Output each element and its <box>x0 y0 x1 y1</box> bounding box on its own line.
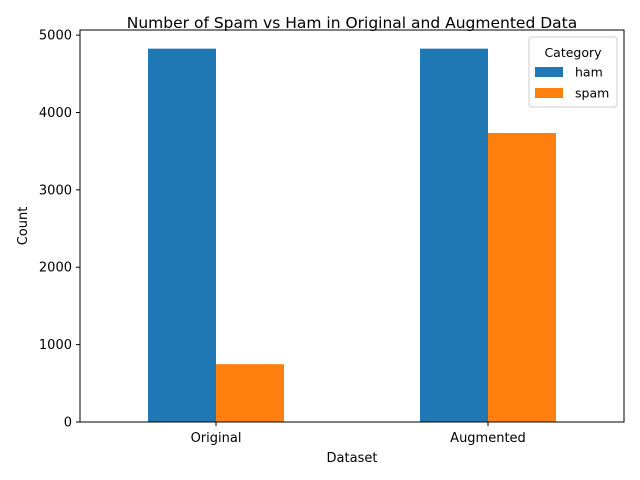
y-tick-label: 2000 <box>39 261 72 276</box>
y-tick-label: 1000 <box>39 338 72 353</box>
bar-spam-augmented <box>488 132 556 423</box>
x-axis: Original Augmented <box>191 422 526 446</box>
legend-swatch-ham <box>535 67 563 77</box>
legend-title: Category <box>544 45 602 60</box>
bar-spam-original <box>216 364 284 422</box>
y-tick-label: 4000 <box>39 106 72 121</box>
y-tick-label: 3000 <box>39 183 72 198</box>
legend: Category ham spam <box>528 36 618 108</box>
bar-ham-original <box>148 48 216 422</box>
y-axis: 0 1000 2000 3000 4000 5000 <box>39 29 80 431</box>
y-tick-label: 5000 <box>39 29 72 44</box>
y-axis-label: Count <box>16 207 31 246</box>
legend-label-ham: ham <box>575 65 603 80</box>
plot-frame <box>79 29 625 423</box>
bar-ham-augmented <box>420 48 488 422</box>
x-axis-label: Dataset <box>327 451 378 466</box>
x-tick-label: Augmented <box>450 431 526 446</box>
bars-group <box>148 48 556 423</box>
chart-title: Number of Spam vs Ham in Original and Au… <box>127 14 577 32</box>
y-tick-label: 0 <box>64 416 72 431</box>
legend-label-spam: spam <box>575 86 609 101</box>
x-tick-label: Original <box>191 431 242 446</box>
legend-swatch-spam <box>535 88 563 98</box>
